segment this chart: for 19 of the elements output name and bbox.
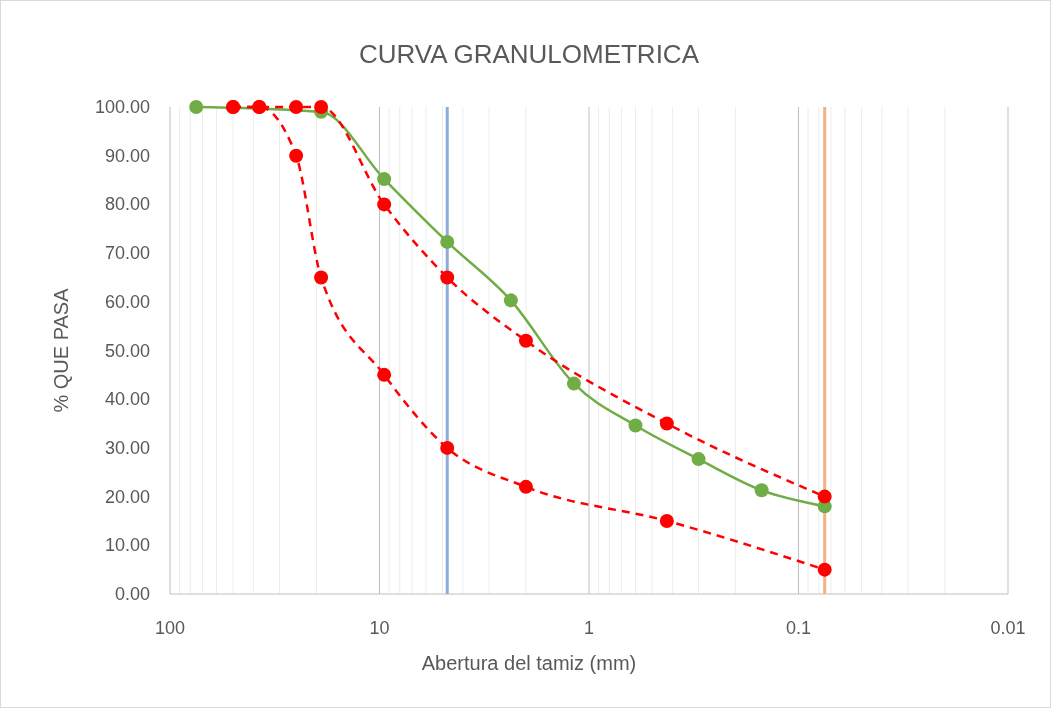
x-tick-label: 10 [369,618,390,638]
y-tick-label: 0.00 [114,584,150,604]
y-tick-label: 50.00 [104,340,150,361]
x-tick-label: 0.01 [990,618,1026,638]
y-tick-label: 30.00 [104,437,150,458]
y-tick-label: 20.00 [104,486,150,507]
y-tick-label: 40.00 [104,389,150,410]
x-axis-title: Abertura del tamiz (mm) [421,652,637,674]
x-tick-label: 1 [583,618,595,638]
y-tick-label: 70.00 [104,243,150,264]
y-tick-label: 10.00 [104,535,150,556]
x-tick-label: 0.1 [785,618,812,638]
y-tick-label: 100.00 [94,97,150,117]
y-tick-label: 80.00 [104,194,150,215]
x-tick-label: 100 [154,618,186,638]
y-tick-label: 90.00 [104,145,150,166]
y-tick-label: 60.00 [104,291,150,312]
chart-title: CURVA GRANULOMETRICA [359,39,700,69]
y-axis-title: % QUE PASA [50,287,72,413]
